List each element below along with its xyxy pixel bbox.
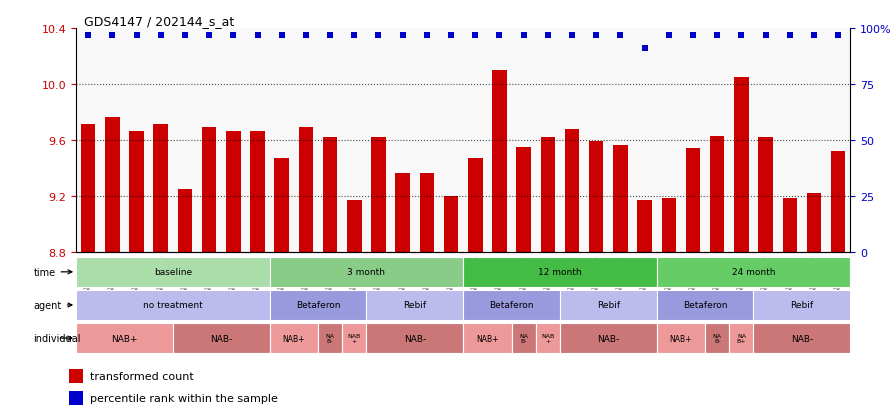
Bar bbox=[178, 189, 192, 252]
Text: Betaferon: Betaferon bbox=[295, 301, 340, 310]
Bar bbox=[250, 132, 265, 252]
Bar bbox=[371, 138, 385, 252]
Text: Rebif: Rebif bbox=[403, 301, 426, 310]
Bar bbox=[709, 136, 723, 252]
Bar bbox=[492, 71, 506, 252]
Bar bbox=[76, 290, 269, 320]
Text: Rebif: Rebif bbox=[596, 301, 620, 310]
Bar bbox=[463, 290, 560, 320]
Bar bbox=[299, 128, 313, 252]
Bar bbox=[637, 200, 651, 252]
Bar bbox=[753, 290, 849, 320]
Bar bbox=[347, 200, 361, 252]
Bar bbox=[269, 257, 463, 287]
Text: NA
B+: NA B+ bbox=[736, 333, 746, 344]
Bar bbox=[419, 174, 434, 252]
Text: NA
B-: NA B- bbox=[712, 333, 721, 344]
Bar bbox=[366, 290, 463, 320]
Bar bbox=[511, 323, 536, 353]
Bar bbox=[323, 138, 337, 252]
Bar bbox=[564, 129, 578, 252]
Bar bbox=[560, 323, 656, 353]
Text: GDS4147 / 202144_s_at: GDS4147 / 202144_s_at bbox=[84, 15, 234, 28]
Bar bbox=[395, 174, 409, 252]
Bar bbox=[69, 391, 83, 405]
Bar bbox=[656, 257, 849, 287]
Bar bbox=[154, 125, 168, 252]
Bar bbox=[588, 142, 603, 252]
Text: time: time bbox=[33, 267, 72, 277]
Bar bbox=[463, 257, 656, 287]
Bar bbox=[173, 323, 269, 353]
Text: NAB-: NAB- bbox=[596, 334, 619, 343]
Text: Betaferon: Betaferon bbox=[682, 301, 727, 310]
Text: 24 month: 24 month bbox=[731, 268, 774, 277]
Text: Betaferon: Betaferon bbox=[489, 301, 533, 310]
Bar bbox=[129, 132, 144, 252]
Text: NAB-: NAB- bbox=[210, 334, 232, 343]
Text: no treatment: no treatment bbox=[143, 301, 203, 310]
Text: individual: individual bbox=[33, 333, 80, 343]
Bar bbox=[685, 149, 699, 252]
Bar bbox=[317, 323, 342, 353]
Bar bbox=[661, 199, 675, 252]
Bar bbox=[202, 128, 216, 252]
Bar bbox=[80, 125, 96, 252]
Bar bbox=[729, 323, 753, 353]
Text: NAB-: NAB- bbox=[790, 334, 812, 343]
Text: NAB+: NAB+ bbox=[669, 334, 691, 343]
Bar bbox=[274, 159, 289, 252]
Text: NA
B-: NA B- bbox=[519, 333, 527, 344]
Bar bbox=[269, 290, 366, 320]
Text: agent: agent bbox=[33, 300, 72, 310]
Bar bbox=[656, 323, 704, 353]
Text: NAB+: NAB+ bbox=[111, 334, 138, 343]
Text: NAB+: NAB+ bbox=[476, 334, 498, 343]
Bar bbox=[540, 138, 554, 252]
Bar bbox=[560, 290, 656, 320]
Bar bbox=[76, 323, 173, 353]
Bar bbox=[516, 147, 530, 252]
Text: NAB
+: NAB + bbox=[347, 333, 360, 344]
Bar bbox=[366, 323, 463, 353]
Bar bbox=[226, 132, 240, 252]
Bar bbox=[269, 323, 317, 353]
Bar bbox=[69, 369, 83, 383]
Bar bbox=[612, 146, 627, 252]
Bar bbox=[805, 193, 821, 252]
Text: 3 month: 3 month bbox=[347, 268, 385, 277]
Bar bbox=[468, 159, 482, 252]
Text: NAB
+: NAB + bbox=[541, 333, 554, 344]
Text: NAB+: NAB+ bbox=[283, 334, 305, 343]
Bar bbox=[76, 257, 269, 287]
Text: 12 month: 12 month bbox=[537, 268, 581, 277]
Text: baseline: baseline bbox=[154, 268, 191, 277]
Text: percentile rank within the sample: percentile rank within the sample bbox=[89, 393, 277, 403]
Bar bbox=[830, 152, 845, 252]
Bar bbox=[443, 196, 458, 252]
Bar bbox=[463, 323, 511, 353]
Text: NAB-: NAB- bbox=[403, 334, 426, 343]
Bar bbox=[536, 323, 560, 353]
Bar bbox=[704, 323, 729, 353]
Bar bbox=[656, 290, 753, 320]
Bar bbox=[781, 199, 797, 252]
Bar bbox=[733, 78, 747, 252]
Bar bbox=[753, 323, 849, 353]
Text: NA
B-: NA B- bbox=[325, 333, 334, 344]
Bar bbox=[757, 138, 772, 252]
Text: Rebif: Rebif bbox=[789, 301, 813, 310]
Bar bbox=[105, 118, 120, 252]
Bar bbox=[342, 323, 366, 353]
Text: transformed count: transformed count bbox=[89, 371, 193, 381]
